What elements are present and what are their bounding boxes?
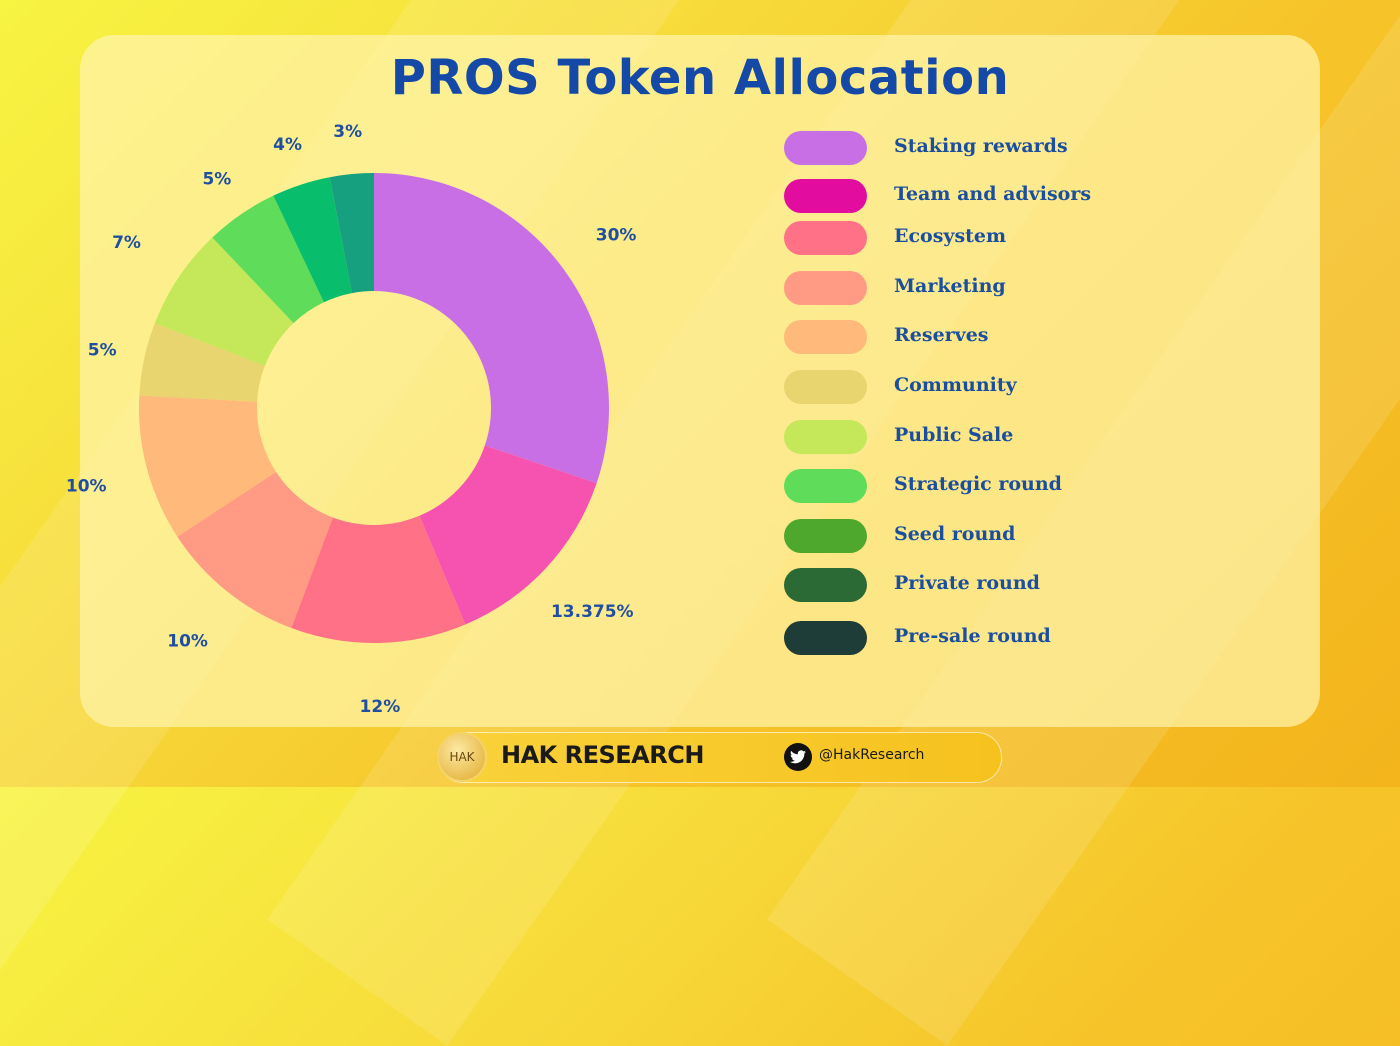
legend-item: Team and advisors bbox=[784, 179, 1144, 213]
legend-label: Seed round bbox=[894, 523, 1016, 545]
footer-brand: HAK RESEARCH bbox=[501, 741, 704, 769]
donut-slice bbox=[177, 472, 333, 628]
donut-slice bbox=[154, 237, 294, 366]
legend-swatch bbox=[784, 221, 867, 255]
legend-item: Ecosystem bbox=[784, 221, 1144, 255]
legend-label: Ecosystem bbox=[894, 225, 1007, 247]
legend-swatch bbox=[784, 131, 867, 165]
footer-handle: @HakResearch bbox=[819, 747, 925, 763]
legend-label: Strategic round bbox=[894, 473, 1062, 495]
legend-label: Team and advisors bbox=[894, 183, 1092, 205]
legend-item: Pre-sale round bbox=[784, 621, 1144, 655]
legend-label: Pre-sale round bbox=[894, 625, 1051, 647]
legend-item: Strategic round bbox=[784, 469, 1144, 503]
donut-slice bbox=[374, 172, 609, 484]
legend-label: Reserves bbox=[894, 324, 989, 346]
slice-percent-label: 12% bbox=[360, 697, 401, 717]
legend-label: Community bbox=[894, 374, 1017, 396]
slice-percent-label: 5% bbox=[202, 170, 231, 190]
chart-title: PROS Token Allocation bbox=[390, 50, 1010, 106]
slice-percent-label: 5% bbox=[88, 341, 117, 361]
donut-slice bbox=[329, 173, 374, 294]
slice-percent-label: 7% bbox=[112, 233, 141, 253]
donut-slice bbox=[273, 177, 352, 303]
legend-label: Marketing bbox=[894, 275, 1006, 297]
slice-percent-label: 30% bbox=[596, 225, 637, 245]
donut-slice bbox=[419, 445, 597, 625]
legend-swatch bbox=[784, 271, 867, 305]
twitter-icon bbox=[784, 743, 812, 771]
slice-percent-label: 3% bbox=[333, 122, 362, 142]
legend-swatch bbox=[784, 179, 867, 213]
legend-item: Reserves bbox=[784, 320, 1144, 354]
legend-swatch bbox=[784, 420, 867, 454]
legend-item: Private round bbox=[784, 568, 1144, 602]
legend-item: Public Sale bbox=[784, 420, 1144, 454]
donut-chart: 30% 13.375% 12% 10% 10% 5% 7% 5% 4% 3% bbox=[66, 122, 637, 717]
legend-label: Private round bbox=[894, 572, 1040, 594]
slice-percent-label: 10% bbox=[167, 632, 208, 652]
legend-item: Community bbox=[784, 370, 1144, 404]
legend-label: Staking rewards bbox=[894, 135, 1068, 157]
logo-text: HAK bbox=[449, 750, 475, 764]
slice-percent-label: 10% bbox=[66, 476, 107, 496]
slice-percent-label: 4% bbox=[273, 135, 302, 155]
donut-slice bbox=[212, 195, 324, 324]
legend-swatch bbox=[784, 469, 867, 503]
legend-swatch bbox=[784, 519, 867, 553]
donut-slice bbox=[139, 395, 277, 537]
legend-swatch bbox=[784, 320, 867, 354]
legend-item: Staking rewards bbox=[784, 131, 1144, 165]
donut-slice bbox=[291, 515, 466, 643]
legend-swatch bbox=[784, 621, 867, 655]
legend-swatch bbox=[784, 370, 867, 404]
hak-logo-icon: HAK bbox=[439, 734, 485, 780]
footer-bar: HAK HAK RESEARCH @HakResearch bbox=[438, 732, 1002, 783]
legend-item: Marketing bbox=[784, 271, 1144, 305]
legend-swatch bbox=[784, 568, 867, 602]
slice-percent-label: 13.375% bbox=[551, 602, 634, 622]
donut-slice bbox=[139, 323, 265, 402]
legend-label: Public Sale bbox=[894, 424, 1014, 446]
legend-item: Seed round bbox=[784, 519, 1144, 553]
